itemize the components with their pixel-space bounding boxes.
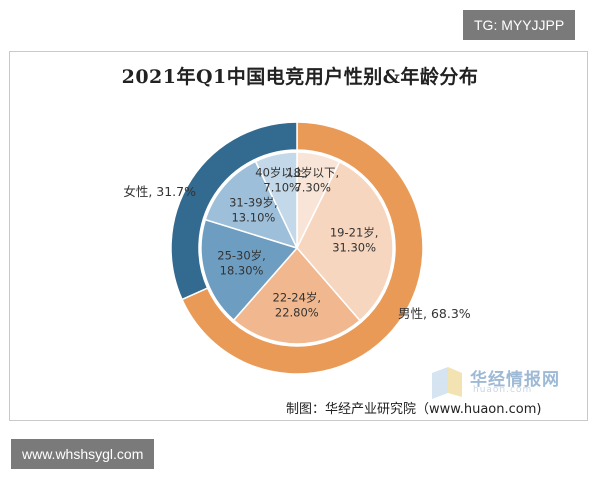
inner-slice-label-5: 31-39岁, 13.10% xyxy=(229,195,278,224)
inner-pie-slice-2 xyxy=(296,160,394,322)
inner-slice-label-3: 22-24岁, 22.80% xyxy=(273,291,322,320)
inner-slice-label-1: 18岁以下, 7.30% xyxy=(286,166,339,195)
inner-slice-label-4: 25-30岁, 18.30% xyxy=(217,249,266,278)
inner-pie-slice-6 xyxy=(254,151,298,249)
inner-slice-label-2: 19-21岁, 31.30% xyxy=(330,226,379,255)
tag-top-right: TG: MYYJJPP xyxy=(463,10,576,40)
tag-bottom-left: www.whshsygl.com xyxy=(11,439,155,469)
watermark-text: 华经情报网 xyxy=(470,370,560,390)
inner-pie-slice-3 xyxy=(232,246,361,345)
outer-label-female: 女性, 31.7% xyxy=(123,184,196,199)
source-credit: 制图：华经产业研究院（www.huaon.com) xyxy=(286,402,542,417)
outer-ring-slice-female xyxy=(170,121,298,301)
chart-title: 2021年Q1中国电竞用户性别&年龄分布 xyxy=(121,66,479,88)
watermark-subtext: huaon.com xyxy=(473,385,533,395)
outer-label-male: 男性, 68.3% xyxy=(398,306,471,321)
inner-pie-slice-4 xyxy=(200,218,299,322)
inner-pie-slice-5 xyxy=(204,160,299,250)
outer-ring-slice-male xyxy=(181,121,424,375)
watermark-icon xyxy=(432,367,462,399)
inner-slice-label-6: 40岁以上, 7.10% xyxy=(255,166,308,195)
watermark-logo: 华经情报网 huaon.com xyxy=(430,363,580,399)
